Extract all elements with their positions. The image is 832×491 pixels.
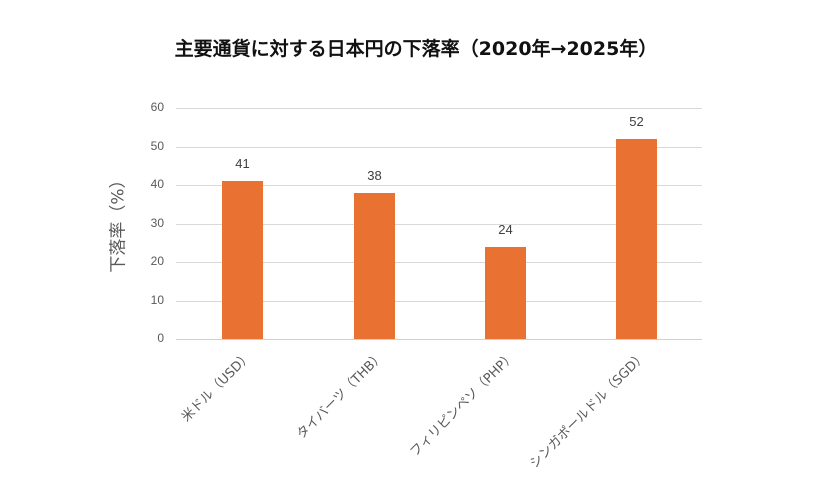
- y-tick-50: 50: [150, 138, 164, 153]
- x-tick-thb: タイバーツ（THB）: [294, 348, 388, 443]
- bar-thb: [354, 192, 395, 339]
- gridline-60: [176, 108, 702, 109]
- x-tick-sgd: シンガポールドル（SGD）: [526, 348, 650, 472]
- data-label-thb: 38: [367, 168, 382, 183]
- gridline-50: [176, 146, 702, 148]
- x-tick-usd: 米ドル（USD）: [179, 348, 256, 426]
- bar-usd: [222, 181, 263, 339]
- gridline-10: [176, 300, 702, 302]
- data-label-php: 24: [498, 222, 513, 237]
- gridline-40: [176, 185, 702, 186]
- y-tick-20: 20: [150, 254, 164, 268]
- data-label-usd: 41: [235, 156, 250, 171]
- x-axis-baseline: [176, 339, 702, 340]
- y-tick-10: 10: [150, 292, 164, 307]
- x-tick-php: フィリピンペソ（PHP）: [407, 348, 519, 460]
- gridline-20: [176, 262, 702, 263]
- y-tick-0: 0: [157, 331, 164, 345]
- plot-area: 60 50 40 30 20 10 0 41 38 24 52: [151, 100, 702, 345]
- y-tick-60: 60: [150, 100, 164, 114]
- data-label-sgd: 52: [629, 114, 644, 129]
- y-tick-30: 30: [150, 215, 164, 230]
- gridline-30: [176, 223, 702, 225]
- y-tick-40: 40: [150, 177, 164, 191]
- bar-sgd: [616, 138, 657, 339]
- chart-title: 主要通貨に対する日本円の下落率（2020年→2025年）: [174, 38, 658, 60]
- bar-php: [485, 246, 526, 339]
